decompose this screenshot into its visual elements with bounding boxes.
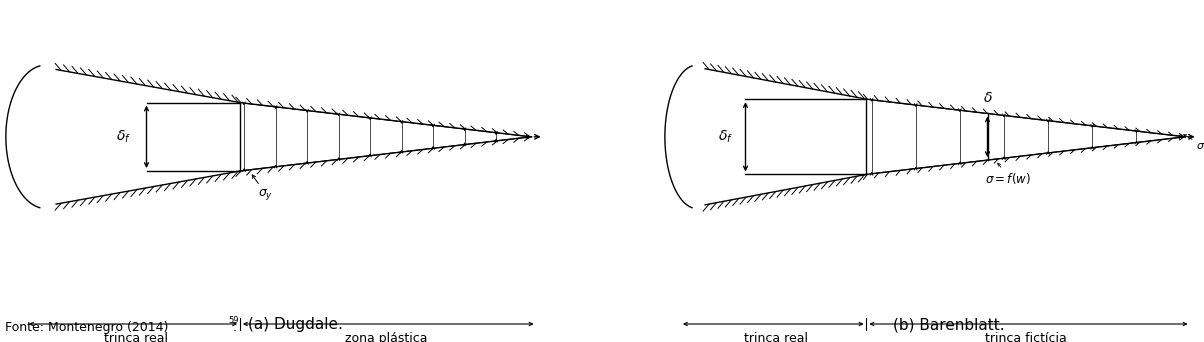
- Text: trinca real: trinca real: [744, 332, 808, 342]
- Text: trinca fictícia: trinca fictícia: [985, 332, 1067, 342]
- Text: $\sigma = \tau^0$: $\sigma = \tau^0$: [1196, 136, 1204, 153]
- Text: $\sigma = f(w)$: $\sigma = f(w)$: [985, 171, 1031, 186]
- Text: Fonte: Montenegro (2014): Fonte: Montenegro (2014): [5, 321, 169, 334]
- Text: $\delta_f$: $\delta_f$: [719, 129, 733, 145]
- Text: $\sigma_y$: $\sigma_y$: [258, 187, 273, 202]
- Text: (b) Barenblatt.: (b) Barenblatt.: [893, 317, 1005, 332]
- Text: $\delta_f$: $\delta_f$: [117, 129, 131, 145]
- Text: (a) Dugdale.: (a) Dugdale.: [248, 317, 342, 332]
- Text: 59: 59: [228, 316, 238, 325]
- Text: trinca real: trinca real: [104, 332, 167, 342]
- Text: zona plástica: zona plástica: [344, 332, 427, 342]
- Text: .: .: [234, 321, 237, 334]
- Text: $\delta$: $\delta$: [982, 91, 992, 105]
